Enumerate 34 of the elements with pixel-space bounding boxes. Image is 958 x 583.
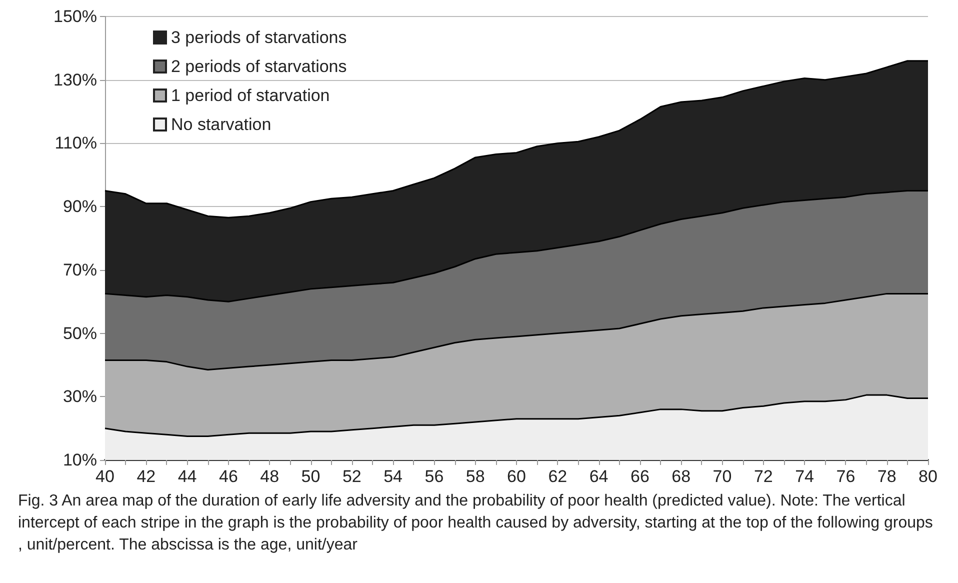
- legend-label: No starvation: [171, 115, 272, 134]
- x-tick-label: 70: [712, 467, 732, 486]
- x-tick-label: 44: [178, 467, 197, 486]
- y-tick-label: 150%: [54, 7, 97, 26]
- y-tick-label: 10%: [62, 450, 97, 470]
- x-tick-label: 76: [836, 467, 856, 486]
- x-tick-label: 66: [630, 467, 650, 486]
- y-tick-label: 50%: [62, 324, 97, 343]
- y-tick-label: 70%: [62, 260, 97, 280]
- y-tick-label: 130%: [54, 70, 97, 90]
- x-tick-label: 80: [918, 467, 938, 486]
- x-tick-label: 56: [424, 467, 444, 486]
- legend-label: 1 period of starvation: [171, 86, 330, 105]
- caption: Fig. 3 An area map of the duration of early life adversity and the probability of poor health (predicted value). Note: The vertical intercept of each stripe in the graph is the probability of poor health caused by adversity, starting at the top of the following groups, unit/percent. The abscissa is the age, unit/year: [18, 492, 933, 554]
- y-tick-label: 110%: [54, 134, 97, 153]
- x-tick-label: 54: [384, 467, 403, 486]
- legend-label: 3 periods of starvations: [171, 28, 347, 47]
- x-tick-label: 40: [96, 467, 114, 486]
- x-tick-label: 74: [795, 467, 814, 486]
- x-tick-label: 62: [548, 467, 568, 486]
- x-tick-label: 64: [589, 467, 608, 486]
- x-tick-label: 46: [218, 467, 238, 486]
- x-tick-label: 78: [877, 467, 896, 486]
- x-tick-label: 48: [260, 467, 280, 486]
- x-tick-label: 72: [754, 467, 773, 486]
- x-tick-label: 50: [301, 467, 320, 486]
- x-tick-label: 68: [672, 467, 691, 486]
- legend-label: 2 periods of starvations: [171, 57, 347, 76]
- x-tick-label: 52: [342, 467, 362, 486]
- y-tick-label: 30%: [62, 387, 97, 406]
- x-tick-label: 60: [507, 467, 526, 486]
- y-tick-label: 90%: [62, 197, 97, 216]
- x-tick-label: 42: [136, 467, 156, 486]
- x-tick-label: 58: [466, 467, 485, 486]
